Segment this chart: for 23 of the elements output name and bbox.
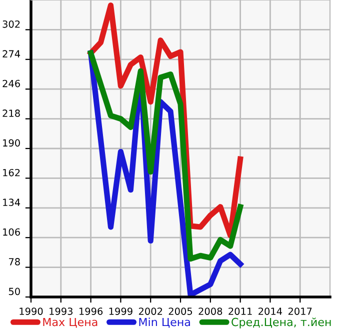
x-tick-label: 2017	[288, 308, 312, 315]
y-tick-label: 106	[3, 228, 20, 236]
y-tick-label: 78	[9, 258, 20, 266]
x-tick-label: 2008	[198, 308, 222, 315]
y-tick-label: 162	[3, 168, 20, 176]
y-tick-label: 274	[2, 50, 20, 58]
x-tick-label: 2005	[168, 308, 192, 315]
y-tick-label: 50	[8, 288, 20, 296]
legend-label: Max Цена	[43, 318, 98, 328]
x-tick-label: 2002	[138, 308, 162, 315]
y-tick-label: 190	[3, 139, 20, 147]
x-tick-label: 1999	[109, 308, 132, 315]
y-tick-label: 302	[2, 20, 20, 28]
x-tick-label: 1996	[79, 308, 103, 315]
x-tick-label: 1993	[50, 308, 72, 315]
y-tick-label: 134	[3, 198, 20, 206]
x-tick-label: 2014	[258, 308, 282, 315]
y-tick-label: 246	[2, 80, 20, 88]
legend-label: Сред.Цена, т.йен	[232, 318, 331, 328]
x-tick-label: 2011	[228, 308, 252, 315]
legend-label: Min Цена	[139, 318, 190, 328]
y-tick-label: 218	[2, 110, 20, 117]
x-tick-label: 1990	[20, 308, 43, 315]
